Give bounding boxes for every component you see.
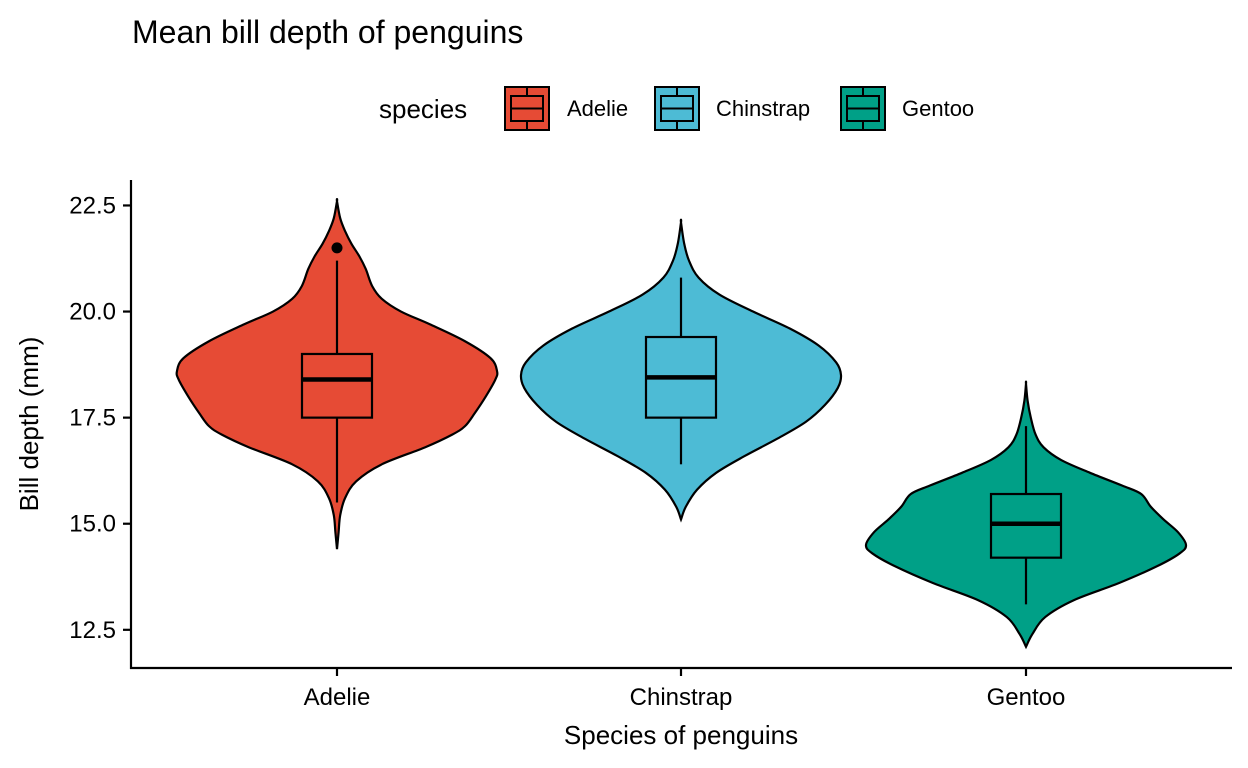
violin-group-gentoo (864, 380, 1188, 650)
x-axis-title: Species of penguins (564, 720, 798, 750)
x-tick-label: Adelie (304, 684, 371, 711)
y-tick-label: 20.0 (69, 299, 116, 326)
chart-title: Mean bill depth of penguins (132, 14, 523, 50)
legend-key-chinstrap (654, 86, 700, 131)
y-axis: 12.5 15.0 17.5 20.0 22.5 (69, 192, 131, 644)
legend-label: Chinstrap (716, 96, 810, 121)
violin-chinstrap (519, 218, 843, 523)
box-iqr (300, 352, 374, 419)
plot-area (175, 197, 1188, 650)
violin-group-chinstrap (519, 218, 843, 523)
y-tick-label: 17.5 (69, 405, 116, 432)
legend-key-adelie (504, 86, 550, 131)
legend-label: Gentoo (902, 96, 974, 121)
legend-key-gentoo (840, 86, 886, 131)
legend-title: species (379, 94, 467, 124)
x-axis: Adelie Chinstrap Gentoo (304, 668, 1066, 711)
violin-gentoo (864, 380, 1188, 650)
violin-group-adelie (175, 197, 499, 550)
y-tick-label: 15.0 (69, 511, 116, 538)
x-tick-label: Gentoo (987, 684, 1066, 711)
y-axis-title: Bill depth (mm) (14, 337, 44, 512)
legend: species Adelie Chinstrap Gentoo (379, 86, 974, 131)
y-tick-label: 12.5 (69, 617, 116, 644)
violin-adelie (175, 197, 499, 550)
y-tick-label: 22.5 (69, 192, 116, 219)
x-tick-label: Chinstrap (630, 684, 733, 711)
outlier-point (331, 242, 343, 254)
legend-label: Adelie (567, 96, 628, 121)
